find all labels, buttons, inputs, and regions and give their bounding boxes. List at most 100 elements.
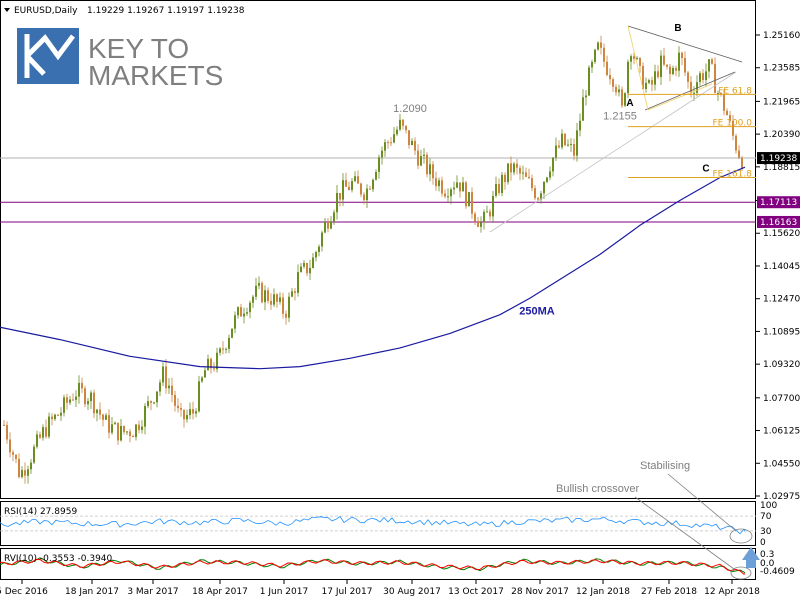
candle bbox=[477, 217, 479, 228]
candle bbox=[270, 293, 272, 310]
candle bbox=[228, 334, 230, 354]
candle bbox=[441, 176, 443, 197]
svg-text:1.19238: 1.19238 bbox=[760, 154, 797, 164]
candle bbox=[273, 288, 275, 308]
candle bbox=[147, 395, 149, 409]
fib-level-label: FE 161.8 bbox=[713, 170, 753, 180]
candle bbox=[708, 58, 710, 79]
candle bbox=[174, 390, 176, 412]
candle bbox=[108, 409, 110, 439]
candle bbox=[318, 244, 320, 257]
candle bbox=[126, 430, 128, 436]
candle bbox=[252, 294, 254, 308]
candle bbox=[390, 137, 392, 147]
candle bbox=[384, 139, 386, 157]
candle bbox=[474, 211, 476, 226]
triangle-lower-line bbox=[644, 71, 736, 111]
x-tick-label: 18 Apr 2017 bbox=[192, 587, 248, 597]
candle bbox=[456, 175, 458, 189]
y-tick-label: 1.21965 bbox=[763, 97, 800, 107]
y-tick-label: 1.15620 bbox=[763, 229, 800, 239]
candle bbox=[495, 176, 497, 198]
candle bbox=[642, 62, 644, 91]
candle bbox=[33, 444, 35, 465]
candle bbox=[588, 65, 590, 96]
candle bbox=[645, 77, 647, 93]
candle bbox=[324, 217, 326, 234]
candle bbox=[93, 389, 95, 419]
candle bbox=[480, 216, 482, 233]
candle bbox=[336, 185, 338, 220]
candle bbox=[612, 77, 614, 93]
candle bbox=[351, 177, 353, 193]
candle bbox=[411, 138, 413, 146]
candle bbox=[339, 193, 341, 207]
candle bbox=[102, 413, 104, 427]
candle bbox=[564, 133, 566, 147]
candle bbox=[702, 69, 704, 84]
y-tick-label: 1.20390 bbox=[763, 130, 800, 140]
x-tick-label: 3 Mar 2017 bbox=[127, 587, 178, 597]
candle bbox=[711, 57, 713, 65]
candle bbox=[345, 172, 347, 187]
candle bbox=[387, 140, 389, 149]
candle bbox=[315, 250, 317, 262]
header: EURUSD,Daily 1.19229 1.19267 1.19197 1.1… bbox=[4, 6, 245, 16]
candle bbox=[177, 398, 179, 413]
candle bbox=[156, 391, 158, 408]
candle bbox=[723, 88, 725, 116]
candle bbox=[684, 51, 686, 76]
candle bbox=[240, 303, 242, 317]
candle bbox=[282, 292, 284, 319]
candle bbox=[18, 453, 20, 479]
candle bbox=[678, 46, 680, 77]
y-tick-label: 1.09320 bbox=[763, 360, 800, 370]
candle bbox=[624, 92, 626, 108]
candle bbox=[198, 375, 200, 413]
candle bbox=[681, 51, 683, 66]
candle bbox=[159, 379, 161, 396]
candle bbox=[90, 390, 92, 410]
chart-annotation: C bbox=[702, 164, 709, 175]
candle bbox=[537, 196, 539, 201]
candle bbox=[75, 390, 77, 407]
candle bbox=[453, 181, 455, 195]
candle bbox=[609, 68, 611, 85]
candle bbox=[42, 424, 44, 441]
candle bbox=[504, 172, 506, 190]
candle bbox=[24, 462, 26, 484]
x-tick-label: 17 Jul 2017 bbox=[322, 587, 373, 597]
dropdown-triangle-icon[interactable] bbox=[4, 8, 10, 12]
x-tick-label: 28 Nov 2017 bbox=[511, 587, 569, 597]
rsi-y-tick: 0 bbox=[760, 538, 766, 548]
candle bbox=[462, 176, 464, 192]
candle bbox=[204, 367, 206, 378]
candle bbox=[726, 108, 728, 116]
candle bbox=[543, 181, 545, 200]
candle bbox=[180, 402, 182, 417]
candle bbox=[486, 205, 488, 213]
candle bbox=[567, 139, 569, 147]
candle bbox=[195, 408, 197, 418]
candle bbox=[717, 90, 719, 101]
candle bbox=[639, 57, 641, 73]
chart-annotation: B bbox=[674, 23, 681, 34]
candle bbox=[363, 192, 365, 205]
rvi-line bbox=[0, 557, 746, 574]
up-arrow-icon bbox=[742, 547, 760, 568]
candle bbox=[423, 148, 425, 164]
y-tick-label: 1.04550 bbox=[763, 459, 800, 469]
candle bbox=[261, 281, 263, 304]
chart-annotation: A bbox=[626, 98, 633, 109]
candle bbox=[459, 182, 461, 198]
candle bbox=[618, 84, 620, 97]
rvi-line bbox=[0, 558, 746, 575]
candle bbox=[657, 65, 659, 80]
fib-level-label: FE 100.0 bbox=[713, 119, 753, 129]
logo-text-bottom: MARKETS bbox=[88, 60, 223, 91]
candle bbox=[513, 161, 515, 176]
candle bbox=[153, 401, 155, 405]
candle bbox=[222, 341, 224, 355]
rsi-highlight-circle bbox=[729, 528, 753, 544]
candle bbox=[699, 71, 701, 86]
